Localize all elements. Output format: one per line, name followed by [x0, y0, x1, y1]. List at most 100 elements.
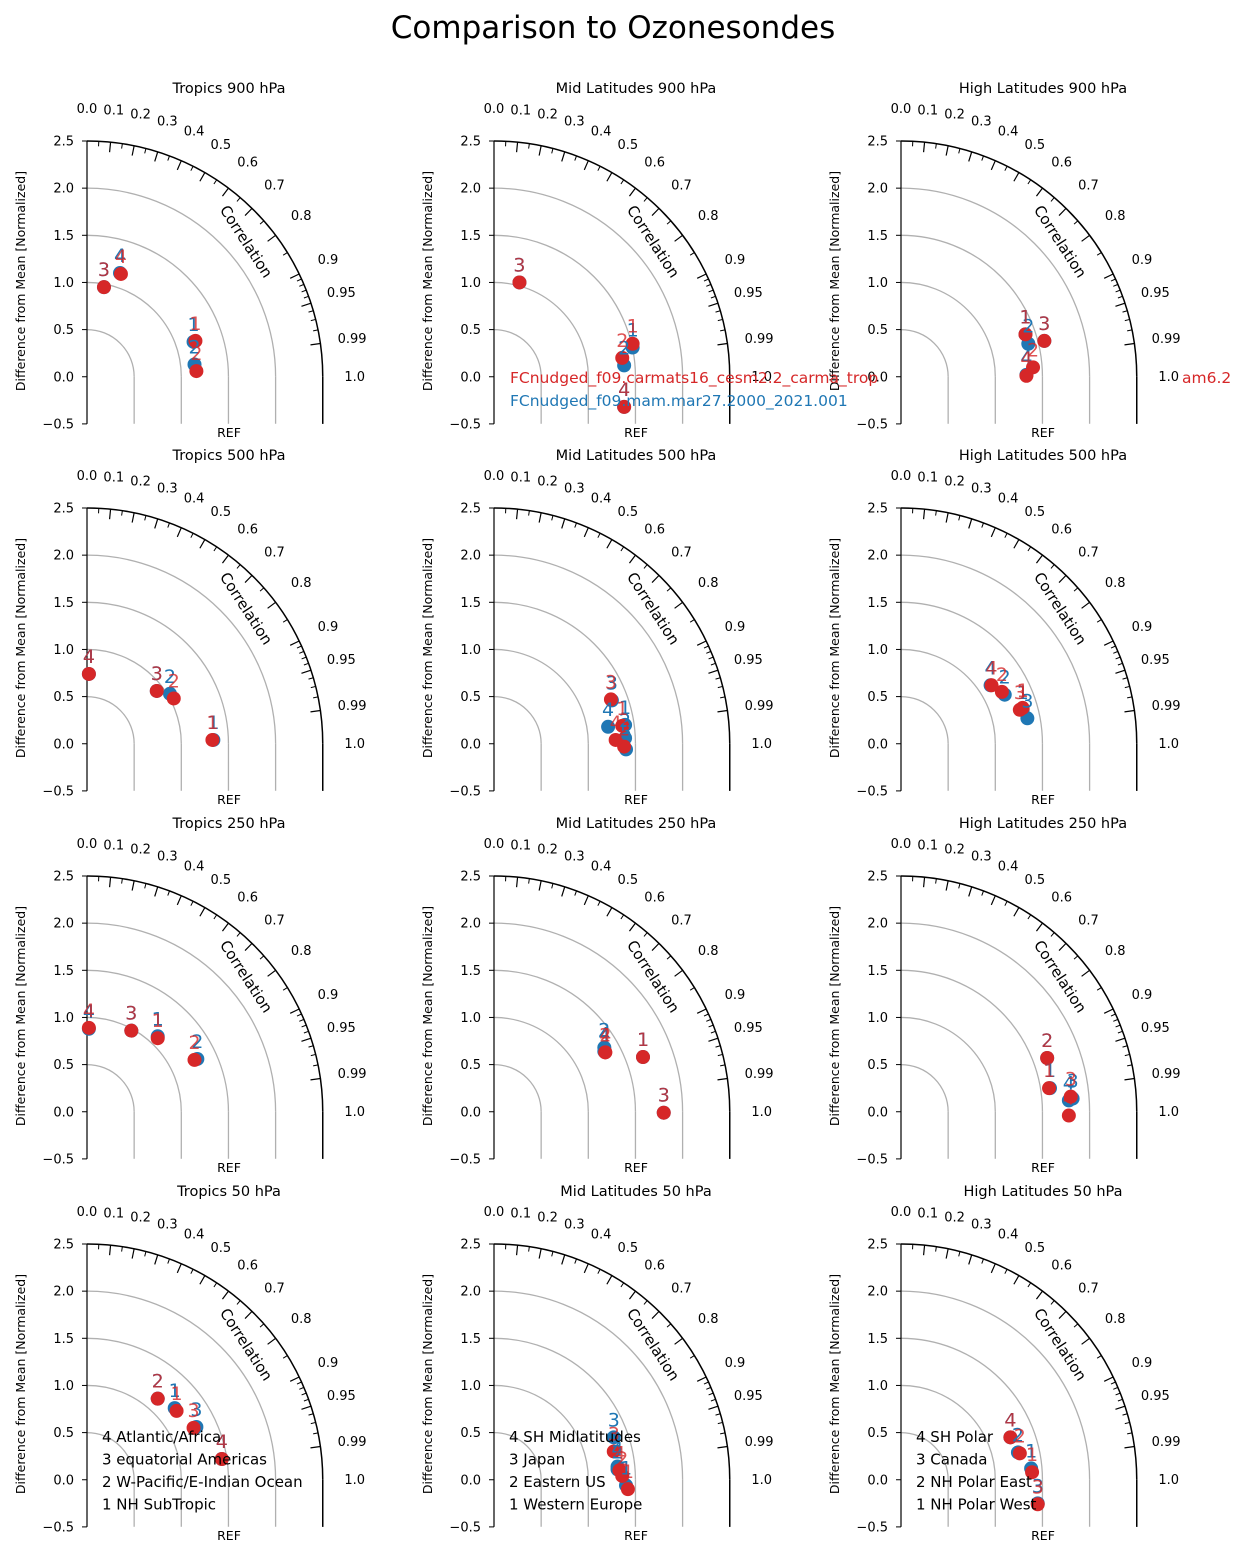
corr-tick-label: 0.2 [537, 842, 558, 857]
data-point [186, 1420, 201, 1435]
corr-tick [628, 554, 636, 564]
corr-tick [696, 640, 707, 646]
corr-tick-label: 0.3 [971, 114, 992, 129]
corr-minor-tick [1004, 1268, 1008, 1274]
corr-minor-tick [620, 914, 625, 920]
point-label: 2 [616, 330, 628, 352]
corr-minor-tick [236, 1300, 241, 1305]
grid-arc [901, 1384, 996, 1480]
corr-tick [606, 907, 613, 917]
y-tick-label: 1.5 [460, 964, 481, 979]
grid-arc [87, 1384, 182, 1480]
corr-tick-label: 0.7 [264, 546, 285, 561]
corr-tick-label: 0.6 [1051, 523, 1072, 538]
corr-tick-label: 0.7 [1078, 914, 1099, 929]
corr-tick [176, 160, 182, 171]
corr-tick-label: 0.2 [537, 107, 558, 122]
corr-minor-tick [1096, 1355, 1102, 1359]
corr-minor-tick [190, 165, 194, 171]
corr-minor-tick [1122, 310, 1128, 313]
plot-area [494, 187, 684, 424]
grid-arc [494, 601, 637, 744]
y-tick-label: 2.5 [867, 502, 888, 517]
point-label: 1 [1043, 1060, 1055, 1082]
point-label: 4 [602, 699, 614, 721]
outer-arc [86, 875, 324, 1112]
grid-arc [87, 601, 230, 744]
corr-minor-tick [296, 278, 302, 282]
corr-minor-tick [1117, 295, 1123, 299]
corr-tick-label: 0.95 [734, 653, 763, 668]
ref-label: REF [624, 792, 648, 807]
corr-minor-tick [303, 1398, 309, 1402]
corr-tick-label: 0.7 [671, 546, 692, 561]
y-tick-label: 0.0 [460, 1105, 481, 1120]
data-point [81, 1020, 96, 1035]
ref-label: REF [1031, 425, 1055, 440]
corr-minor-tick [551, 883, 554, 889]
corr-tick [1115, 302, 1126, 307]
taylor-panel-11: Mid Latitudes 50 hPa 2.5 2.0 1.5 1.0 0.5 0.0 −0… [420, 1184, 774, 1543]
data-point [617, 399, 632, 414]
corr-tick-label: 0.1 [103, 838, 124, 853]
corr-minor-tick [528, 510, 530, 516]
corr-tick [1103, 273, 1114, 279]
y-tick-label: 2.0 [460, 182, 481, 197]
corr-minor-tick [213, 179, 218, 185]
corr-tick-label: 0.99 [338, 699, 367, 714]
y-axis-label: Difference from Mean [Normalized] [827, 538, 842, 758]
corr-tick [945, 880, 949, 891]
point-label: 3 [606, 672, 618, 694]
corr-tick-label: 0.9 [1132, 620, 1153, 635]
corr-minor-tick [308, 1045, 314, 1048]
corr-minor-tick [144, 515, 147, 521]
point-label: 3 [151, 663, 163, 685]
corr-minor-tick [597, 165, 601, 171]
point-label: 3 [608, 1409, 620, 1431]
panel-title: High Latitudes 500 hPa [959, 448, 1127, 464]
y-axis-label: Difference from Mean [Normalized] [13, 171, 28, 391]
data-point [169, 1403, 184, 1418]
outer-arc [493, 875, 731, 1112]
taylor-panel-8: Mid Latitudes 250 hPa 2.5 2.0 1.5 1.0 0.5 0.0 −… [420, 816, 774, 1175]
corr-tick-label: 0.6 [644, 1259, 665, 1274]
corr-minor-tick [1073, 220, 1079, 225]
point-label: 1 [637, 1029, 649, 1051]
corr-tick [968, 886, 973, 897]
y-axis-label: Difference from Mean [Normalized] [420, 538, 435, 758]
point-label: 3 [1032, 1475, 1044, 1497]
panel-title: High Latitudes 900 hPa [959, 81, 1127, 97]
corr-tick-label: 0.1 [103, 470, 124, 485]
corr-minor-tick [720, 329, 726, 332]
point-label: 1 [188, 314, 200, 336]
grid-arc [87, 969, 230, 1112]
corr-tick [1058, 1310, 1067, 1319]
corr-tick [696, 1008, 707, 1014]
point-label: 3 [1038, 313, 1050, 335]
corr-tick [990, 160, 996, 171]
corr-minor-tick [213, 1282, 218, 1288]
corr-minor-tick [236, 564, 241, 569]
y-axis-label: Difference from Mean [Normalized] [827, 1274, 842, 1494]
y-tick-label: 2.5 [53, 502, 74, 517]
corr-minor-tick [167, 155, 170, 161]
corr-minor-tick [1115, 289, 1121, 293]
corr-tick [1013, 1275, 1020, 1285]
y-tick-label: 0.5 [53, 1058, 74, 1073]
data-point [150, 1391, 165, 1406]
corr-tick [267, 969, 276, 977]
corr-tick [1124, 1445, 1135, 1449]
data-point [150, 1031, 165, 1046]
corr-tick-label: 0.3 [971, 481, 992, 496]
data-point [189, 364, 204, 379]
corr-tick-label: 0.0 [77, 1205, 98, 1220]
corr-tick-label: 0.1 [917, 103, 938, 118]
corr-minor-tick [715, 310, 721, 313]
grid-arc [87, 695, 135, 744]
corr-minor-tick [1113, 650, 1119, 654]
corr-minor-tick [190, 532, 194, 538]
corr-tick-label: 0.5 [1025, 1241, 1046, 1256]
corr-tick-label: 0.95 [1141, 653, 1170, 668]
corr-tick [583, 160, 589, 171]
